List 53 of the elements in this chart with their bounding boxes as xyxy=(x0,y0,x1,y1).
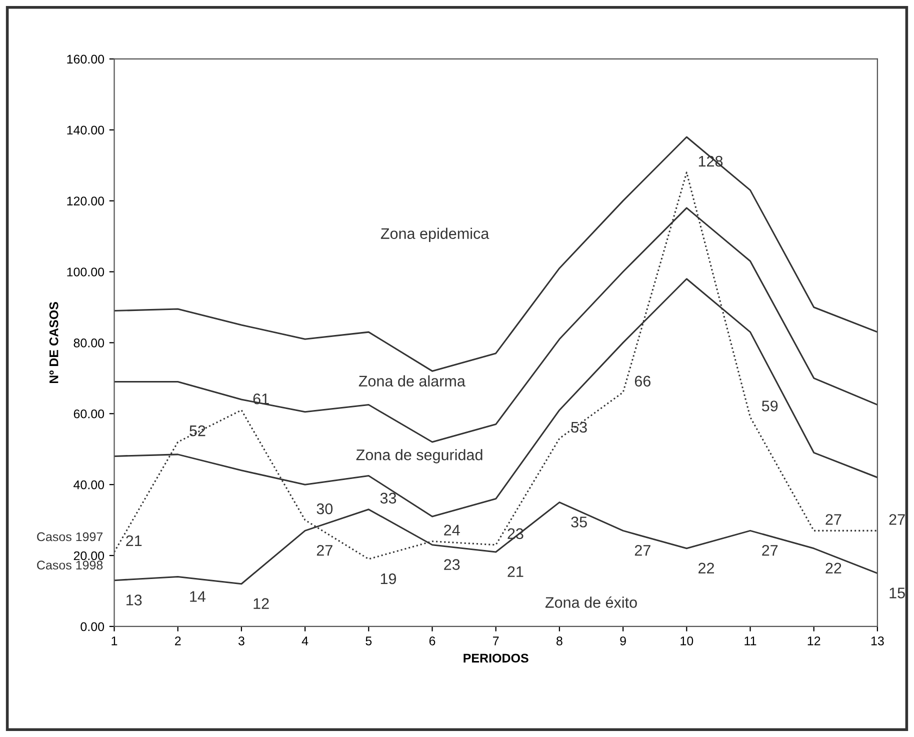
x-tick-label: 9 xyxy=(620,636,626,646)
y-tick-label: 120.00 xyxy=(67,196,104,206)
data-label: 27 xyxy=(889,514,905,525)
data-label: 35 xyxy=(571,516,587,528)
data-label: 59 xyxy=(762,400,778,412)
annotation: Zona de seguridad xyxy=(356,449,482,464)
data-label: 13 xyxy=(126,594,142,606)
x-tick-label: 7 xyxy=(493,636,499,646)
series-label: Casos 1998 xyxy=(37,560,103,570)
x-tick-label: 13 xyxy=(871,636,884,646)
y-tick-label: 40.00 xyxy=(74,480,104,490)
annotation: Zona de éxito xyxy=(545,596,637,608)
x-tick-label: 10 xyxy=(680,636,694,646)
x-tick-label: 1 xyxy=(112,636,118,646)
x-tick-label: 12 xyxy=(808,636,820,646)
data-label: 24 xyxy=(444,524,460,536)
y-tick-label: 60.00 xyxy=(74,409,104,418)
data-label: 27 xyxy=(826,514,842,525)
y-axis-title: Nº DE CASOS xyxy=(49,302,58,384)
y-tick-label: 100.00 xyxy=(67,268,104,276)
data-label: 15 xyxy=(890,588,905,598)
data-label: 21 xyxy=(126,535,142,546)
y-tick-label: 80.00 xyxy=(74,338,104,348)
x-tick-label: 8 xyxy=(556,636,562,646)
x-tick-label: 3 xyxy=(238,636,244,646)
y-tick-label: 20.00 xyxy=(74,551,104,560)
data-label: 21 xyxy=(508,566,524,577)
x-tick-label: 11 xyxy=(744,636,756,646)
y-tick-label: 0.00 xyxy=(80,622,104,632)
data-label: 19 xyxy=(380,573,396,584)
data-label: 66 xyxy=(634,376,650,387)
y-tick-label: 140.00 xyxy=(67,126,104,135)
x-axis-title: PERIODOS xyxy=(464,654,528,663)
data-label: 22 xyxy=(826,562,842,574)
annotation: Zona de alarma xyxy=(358,375,466,387)
data-label: 53 xyxy=(571,422,587,433)
data-label: 22 xyxy=(698,562,714,574)
x-tick-label: 4 xyxy=(302,636,308,646)
x-tick-label: 6 xyxy=(429,636,436,646)
y-tick-label: 160.00 xyxy=(67,54,104,64)
data-label: 14 xyxy=(190,591,206,602)
data-label: 27 xyxy=(634,544,650,556)
x-tick-label: 5 xyxy=(366,636,372,646)
data-label: 12 xyxy=(254,598,269,609)
data-label: 27 xyxy=(316,544,332,556)
data-label: 27 xyxy=(762,544,778,556)
annotation: Zona epidemica xyxy=(380,228,490,242)
data-label: 23 xyxy=(444,559,460,570)
line-series xyxy=(114,136,878,372)
data-label: 33 xyxy=(380,492,396,504)
series-label: Casos 1997 xyxy=(37,532,103,542)
data-label: 30 xyxy=(316,503,333,514)
x-tick-label: 2 xyxy=(175,636,181,646)
